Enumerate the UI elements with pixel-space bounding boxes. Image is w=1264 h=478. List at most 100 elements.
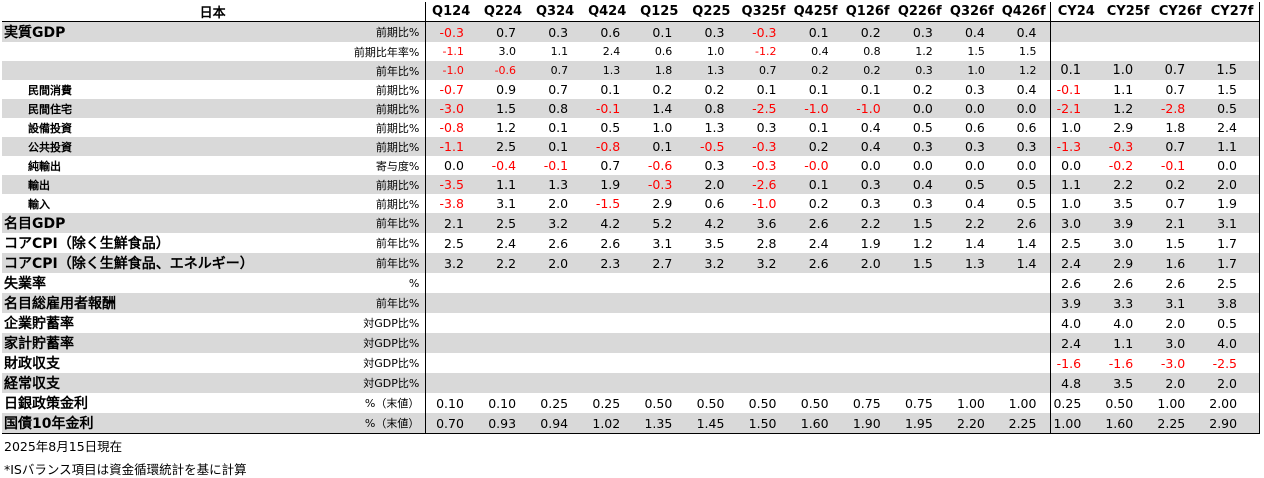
quarter-value-cell: 3.1 [652, 235, 673, 251]
table-row: 民間消費 前期比% -0.7 0.9 0.7 0.1 0.2 0.2 0.1 0.1 0.1 0.2 0… [2, 80, 1261, 99]
year-value-cell: 2.4 [1050, 333, 1104, 353]
year-value-cell: 1.1 [1050, 175, 1104, 194]
forecast-table: 日本 Q124 Q224 Q324 Q424 Q125 Q225 Q325f Q… [2, 2, 1261, 434]
quarter-value-cell [946, 333, 999, 353]
row-label [2, 42, 297, 61]
quarter-value-cell [843, 273, 895, 293]
year-value-cell: 1.2 [1103, 99, 1156, 118]
quarter-value-cell: 2.6 [998, 213, 1051, 233]
table-row: 公共投資 前期比% -1.1 2.5 0.1 -0.8 0.1 -0.5 -0.3 0.2 0.4 0… [2, 137, 1261, 156]
quarter-value-cell: -2.6 [738, 175, 791, 194]
year-value-cell: 2.25 [1155, 413, 1208, 434]
year-value-cell: 2.0 [1207, 373, 1261, 393]
quarter-value-cell: 0.4 [964, 196, 985, 211]
row-label: 公共投資 [2, 137, 297, 156]
quarter-value-cell: 0.0 [1016, 158, 1037, 173]
year-value-cell: 2.2 [1103, 175, 1156, 194]
quarter-value-cell: 0.10 [436, 395, 464, 411]
row-label: 名目GDP [2, 213, 297, 233]
quarter-value-cell: 0.4 [860, 120, 881, 135]
row-label: 純輸出 [28, 159, 61, 173]
quarter-value-cell: 2.0 [842, 253, 895, 273]
year-value-cell: 1.6 [1155, 253, 1208, 273]
year-value-cell: 2.90 [1207, 413, 1261, 434]
quarter-value-cell: 2.2 [477, 253, 531, 273]
row-unit: 前年比% [296, 293, 427, 313]
quarter-value-cell: 1.3 [704, 120, 725, 135]
quarter-value-cell: 1.9 [582, 175, 635, 194]
year-value-cell: 2.5 [1207, 273, 1261, 293]
quarter-value-cell: 0.3 [894, 21, 947, 42]
year-value-cell: -0.2 [1108, 158, 1134, 173]
quarter-value-cell: 1.2 [496, 120, 517, 135]
header-year: CY26f [1155, 2, 1208, 22]
quarter-value-cell: 4.2 [686, 213, 739, 233]
quarter-value-cell [790, 373, 843, 393]
quarter-value-cell [686, 333, 739, 353]
quarter-value-cell: 3.2 [738, 253, 791, 273]
year-value-cell: 4.8 [1050, 373, 1104, 393]
year-value-cell: 2.9 [1113, 120, 1134, 135]
quarter-value-cell [634, 333, 687, 353]
quarter-value-cell: 2.0 [686, 175, 739, 194]
quarter-value-cell: 0.70 [425, 413, 478, 434]
quarter-value-cell: 0.4 [811, 45, 829, 58]
table-row: 前期比年率% -1.1 3.0 1.1 2.4 0.6 1.0 -1.2 0.4 0.8 1.2 1.… [2, 42, 1261, 61]
quarter-value-cell [843, 353, 895, 373]
quarter-value-cell: -1.2 [755, 45, 777, 58]
quarter-value-cell: 2.9 [652, 196, 673, 211]
quarter-value-cell: 1.1 [477, 175, 531, 194]
quarter-value-cell [582, 333, 635, 353]
quarter-value-cell: 3.1 [496, 196, 517, 211]
table-row: 名目総雇用者報酬 前年比% 3.9 3.3 3.1 3.8 [2, 293, 1261, 313]
header-year: CY27f [1207, 2, 1261, 22]
header-quarter: Q325f [738, 2, 791, 22]
header-year: CY24 [1050, 2, 1104, 22]
quarter-value-cell: 0.50 [748, 395, 777, 411]
year-value-cell: -1.3 [1050, 137, 1104, 156]
year-value-cell: 0.7 [1155, 137, 1208, 156]
table-row: 日銀政策金利 %（末値） 0.10 0.10 0.25 0.25 0.50 0.50 0.50 0… [2, 393, 1261, 413]
year-value-cell [1207, 42, 1261, 61]
quarter-value-cell: 1.0 [706, 45, 725, 58]
quarter-value-cell: 0.3 [530, 21, 583, 42]
year-value-cell: -3.0 [1160, 355, 1186, 371]
quarter-value-cell [530, 293, 583, 313]
quarter-value-cell: 0.1 [790, 21, 843, 42]
quarter-value-cell: 0.5 [998, 175, 1051, 194]
row-unit: 前年比% [296, 61, 427, 80]
header-quarter: Q224 [477, 2, 531, 22]
quarter-value-cell: 2.2 [842, 213, 895, 233]
quarter-value-cell [843, 313, 895, 333]
quarter-value-cell [894, 293, 947, 313]
quarter-value-cell: 2.4 [496, 235, 517, 251]
quarter-value-cell: -0.5 [686, 137, 739, 156]
quarter-value-cell: 0.1 [530, 137, 583, 156]
year-value-cell: 1.9 [1207, 194, 1261, 213]
quarter-value-cell: 0.3 [894, 61, 947, 80]
year-value-cell: -0.1 [1160, 158, 1186, 173]
quarter-value-cell: 0.6 [1016, 120, 1037, 135]
row-unit: 前期比年率% [296, 42, 427, 61]
quarter-value-cell: 1.00 [957, 395, 985, 411]
quarter-value-cell [686, 313, 738, 333]
quarter-value-cell: 0.5 [946, 175, 999, 194]
quarter-value-cell: 0.3 [894, 137, 947, 156]
year-value-cell: 0.7 [1155, 61, 1208, 80]
quarter-value-cell [998, 293, 1051, 313]
quarter-value-cell [426, 313, 478, 333]
quarter-value-cell [426, 353, 478, 373]
quarter-value-cell: 0.0 [998, 99, 1051, 118]
table-row: 民間住宅 前期比% -3.0 1.5 0.8 -0.1 1.4 0.8 -2.5 -1.0 -1.0… [2, 99, 1261, 118]
quarter-value-cell: 1.5 [894, 213, 947, 233]
quarter-value-cell: 0.93 [477, 413, 531, 434]
row-unit: 前期比% [296, 137, 427, 156]
quarter-value-cell: 3.2 [686, 253, 739, 273]
quarter-value-cell: -0.4 [491, 158, 517, 173]
quarter-value-cell: -0.7 [439, 82, 464, 97]
year-value-cell [1050, 21, 1104, 42]
header-quarter: Q126f [842, 2, 895, 22]
quarter-value-cell [582, 293, 635, 313]
quarter-value-cell [895, 353, 947, 373]
quarter-value-cell: 0.0 [860, 158, 881, 173]
